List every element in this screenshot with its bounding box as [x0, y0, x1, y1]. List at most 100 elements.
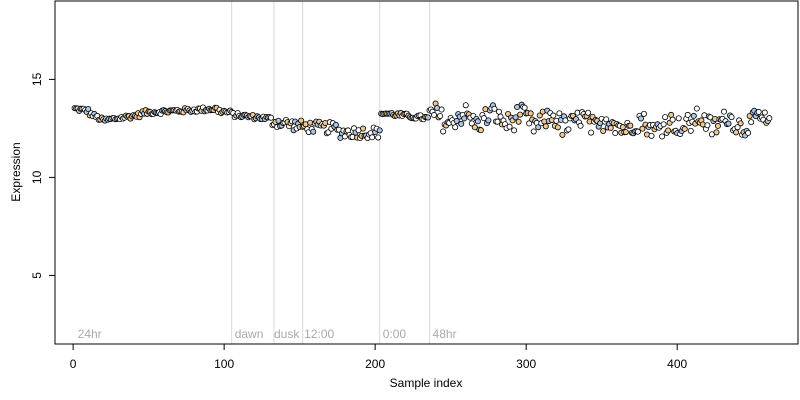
data-point: [310, 128, 317, 135]
data-point: [535, 124, 542, 131]
data-point: [648, 132, 655, 139]
data-point: [542, 123, 549, 130]
y-tick-label: 10: [30, 170, 44, 184]
data-point: [491, 105, 498, 112]
data-point: [527, 110, 534, 117]
x-tick-label: 400: [667, 357, 687, 371]
data-point: [748, 119, 755, 126]
data-point: [526, 120, 533, 127]
y-tick-label: 15: [30, 72, 44, 86]
data-point: [659, 133, 666, 140]
data-point: [704, 122, 711, 129]
data-point: [550, 112, 557, 119]
data-point: [565, 126, 572, 133]
data-point: [453, 117, 460, 124]
region-label: dawn: [235, 327, 264, 341]
data-point: [517, 111, 524, 118]
data-point: [559, 131, 566, 138]
data-point: [725, 120, 732, 127]
data-point: [603, 116, 610, 123]
data-point: [755, 108, 762, 115]
data-point: [761, 109, 768, 116]
data-point: [721, 108, 728, 115]
data-point: [600, 127, 607, 134]
x-axis: 0 100 200 300 400: [70, 343, 688, 371]
data-point: [639, 125, 646, 132]
data-point: [468, 120, 475, 127]
data-point: [360, 125, 367, 132]
x-tick-label: 200: [365, 357, 385, 371]
region-label: 12:00: [304, 327, 334, 341]
data-point: [612, 130, 619, 137]
data-point: [536, 112, 543, 119]
data-point: [477, 127, 484, 134]
data-point: [437, 112, 444, 119]
data-point: [375, 134, 382, 141]
data-point: [714, 122, 721, 129]
data-point: [554, 124, 561, 131]
data-point: [376, 127, 383, 134]
data-point: [745, 129, 752, 136]
data-point: [627, 122, 634, 129]
data-point: [332, 121, 339, 128]
data-point: [431, 112, 438, 119]
y-axis: 5 10 15: [30, 72, 56, 279]
data-point: [713, 129, 720, 136]
data-point: [607, 124, 614, 131]
data-point: [660, 121, 667, 128]
data-point: [588, 129, 595, 136]
data-point: [687, 127, 694, 134]
data-point: [766, 115, 773, 122]
region-label: 24hr: [78, 327, 102, 341]
data-point: [515, 118, 522, 125]
region-label: 0:00: [383, 327, 407, 341]
data-point: [684, 111, 691, 118]
data-point: [471, 124, 478, 131]
y-tick-label: 5: [30, 272, 44, 279]
data-point: [438, 106, 445, 113]
data-point: [458, 120, 465, 127]
data-points: [71, 100, 773, 142]
data-point: [514, 104, 521, 111]
data-point: [690, 112, 697, 119]
y-axis-title: Expression: [9, 142, 23, 201]
data-point: [495, 108, 502, 115]
region-lines: [231, 1, 431, 344]
data-point: [640, 110, 647, 117]
x-tick-label: 100: [214, 357, 234, 371]
x-tick-label: 0: [70, 357, 77, 371]
data-point: [506, 123, 513, 130]
data-point: [497, 113, 504, 120]
data-point: [461, 115, 468, 122]
data-point: [669, 116, 676, 123]
data-point: [440, 128, 447, 135]
data-point: [637, 115, 644, 122]
data-point: [734, 124, 741, 131]
data-point: [577, 122, 584, 129]
data-point: [369, 134, 376, 141]
data-point: [474, 118, 481, 125]
data-point: [512, 114, 519, 121]
data-point: [494, 118, 501, 125]
region-label: 48hr: [433, 327, 457, 341]
data-point: [425, 114, 432, 121]
region-label: dusk: [274, 327, 300, 341]
data-point: [681, 125, 688, 132]
data-point: [85, 106, 92, 113]
plot-frame: [54, 0, 799, 345]
data-point: [728, 114, 735, 121]
data-point: [693, 105, 700, 112]
data-point: [521, 104, 528, 111]
data-point: [665, 127, 672, 134]
x-axis-title: Sample index: [390, 376, 463, 390]
data-point: [585, 109, 592, 116]
data-point: [298, 117, 305, 124]
data-point: [556, 110, 563, 117]
data-point: [530, 128, 537, 135]
x-tick-label: 300: [516, 357, 536, 371]
data-point: [462, 102, 469, 109]
data-point: [733, 129, 740, 136]
data-point: [622, 129, 629, 136]
data-point: [452, 124, 459, 131]
